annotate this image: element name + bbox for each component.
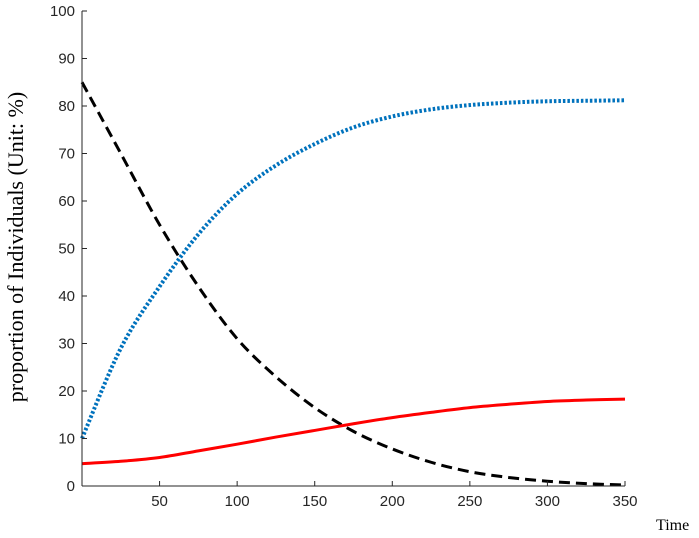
y-tick-label: 60 (58, 193, 75, 210)
series-line-dashed (80, 81, 626, 487)
series-line-solid (81, 397, 626, 466)
x-tick-label: 50 (151, 493, 168, 510)
x-ticks: 50 100 150 200 250 300 350 (151, 481, 638, 510)
y-tick-label: 0 (67, 478, 75, 495)
y-axis-label: proportion of Individuals (Unit: %) (3, 92, 28, 402)
y-tick-label: 70 (58, 146, 75, 163)
y-tick-label: 100 (50, 3, 75, 20)
x-tick-label: 350 (612, 493, 637, 510)
axes (81, 11, 625, 487)
x-axis-label: Time (656, 517, 689, 534)
y-tick-label: 90 (58, 51, 75, 68)
x-tick-label: 100 (225, 493, 250, 510)
y-tick-label: 20 (58, 383, 75, 400)
y-tick-label: 80 (58, 98, 75, 115)
y-tick-label: 40 (58, 288, 75, 305)
y-ticks: 0 10 20 30 40 50 60 70 80 90 100 (50, 3, 87, 495)
y-tick-label: 10 (58, 431, 75, 448)
y-tick-label: 30 (58, 336, 75, 353)
x-tick-label: 300 (535, 493, 560, 510)
plot-lines (80, 81, 626, 487)
y-tick-label: 50 (58, 241, 75, 258)
x-tick-label: 150 (302, 493, 327, 510)
series-line-dotted (80, 98, 626, 440)
x-tick-label: 200 (380, 493, 405, 510)
x-tick-label: 250 (457, 493, 482, 510)
